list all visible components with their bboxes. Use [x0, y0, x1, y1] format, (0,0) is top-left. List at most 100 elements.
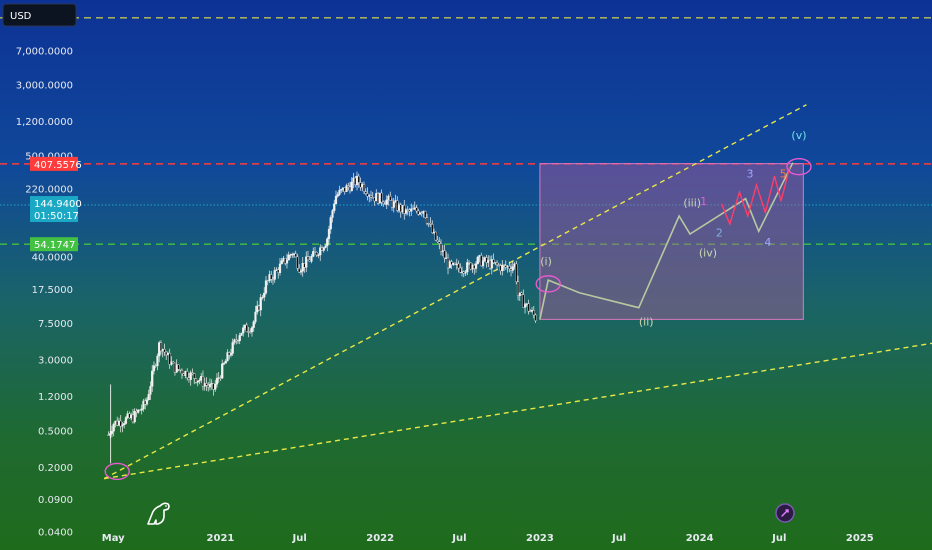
candle-body	[152, 365, 156, 372]
candle-body	[401, 205, 404, 213]
candle-body	[459, 267, 462, 273]
candle-body	[420, 212, 423, 214]
candle-body	[432, 231, 436, 234]
candle-body	[497, 264, 500, 266]
candle-body	[343, 187, 346, 192]
candle-body	[126, 413, 129, 418]
candle-body	[368, 195, 371, 197]
candle-body	[180, 370, 184, 375]
candle-body	[413, 207, 416, 210]
candle-body	[121, 424, 124, 427]
candle-body	[425, 217, 429, 224]
candle-body	[247, 331, 250, 333]
candle-body	[289, 254, 292, 256]
candle-body	[331, 210, 334, 218]
candle-body	[315, 252, 318, 256]
candle-body	[529, 310, 532, 313]
candle-body	[334, 196, 338, 204]
candle-body	[390, 200, 394, 208]
candle-body	[116, 420, 119, 426]
candle-body	[333, 203, 336, 211]
candle-body	[396, 200, 399, 211]
candle-body	[142, 400, 145, 410]
candle-body	[439, 243, 443, 252]
candle-body	[452, 262, 455, 265]
y-tick-label: 7.5000	[38, 319, 73, 330]
highlight-ellipse	[535, 275, 561, 293]
candle-body	[354, 177, 357, 186]
candle-body	[378, 192, 381, 204]
candle-body	[406, 209, 409, 211]
x-tick-label: Jul	[771, 533, 786, 544]
candle-body	[254, 311, 257, 322]
y-tick-label: 3.0000	[38, 355, 73, 366]
candle-body	[369, 195, 373, 198]
support-price-tag: 54.1747	[30, 237, 78, 252]
candle-body	[231, 342, 234, 354]
candle-body	[453, 262, 457, 265]
rocket-icon[interactable]	[775, 503, 795, 523]
y-tick-label: 0.0400	[38, 527, 73, 538]
candle-body	[487, 260, 490, 263]
candle-body	[268, 274, 271, 281]
candle-body	[145, 399, 149, 405]
candle-body	[256, 305, 259, 313]
resistance-price-tag-text: 407.5576	[34, 160, 82, 171]
candle-body	[467, 262, 471, 264]
candle-body	[298, 267, 301, 273]
candle-body	[205, 383, 208, 386]
candle-body	[292, 253, 296, 255]
trend-line-1[interactable]	[103, 104, 807, 480]
candle-body	[245, 324, 248, 332]
highlight-ellipse	[786, 157, 812, 176]
candle-body	[327, 228, 331, 240]
candle-body	[147, 394, 150, 401]
candle-body	[399, 204, 402, 213]
trend-line-2[interactable]	[103, 342, 932, 480]
y-tick-label: 40.0000	[32, 252, 73, 263]
currency-button[interactable]: USD	[2, 3, 77, 27]
candle-body	[296, 256, 299, 269]
candle-body	[488, 260, 492, 269]
candle-body	[257, 305, 261, 311]
candle-body	[138, 409, 142, 411]
x-axis-ticks: May 2021 Jul 2022 Jul 2023 Jul 2024 Jul 2025	[102, 533, 874, 544]
candle-body	[270, 274, 273, 280]
wave-path[interactable]	[539, 162, 794, 320]
candle-body	[264, 280, 268, 294]
candle-body	[303, 263, 306, 268]
candle-body	[492, 259, 495, 264]
candle-body	[277, 269, 280, 273]
x-tick-label: 2024	[686, 533, 714, 544]
candle-body	[474, 263, 478, 269]
y-tick-label: 17.5000	[32, 285, 73, 296]
candle-body	[324, 245, 327, 248]
y-tick-label: 0.5000	[38, 427, 73, 438]
candle-body	[525, 303, 528, 305]
x-tick-label: Jul	[451, 533, 466, 544]
candle-body	[408, 209, 411, 212]
candle-body	[495, 262, 499, 266]
candle-body	[319, 247, 322, 256]
candle-body	[502, 264, 506, 267]
candle-body	[516, 281, 520, 296]
candle-body	[144, 400, 147, 405]
wave-label: (ii)	[639, 316, 654, 329]
trend-lines	[103, 104, 932, 480]
candle-body	[308, 259, 311, 262]
candle-body	[191, 372, 194, 374]
candle-body	[261, 296, 264, 299]
candle-body	[506, 265, 509, 268]
candle-body	[355, 175, 359, 186]
wave-label: (v)	[791, 129, 806, 142]
candle-body	[427, 223, 430, 225]
candle-body	[380, 192, 383, 203]
x-tick-label: 2023	[526, 533, 554, 544]
currency-button-label: USD	[10, 11, 32, 22]
candle-body	[280, 260, 283, 265]
candle-body	[501, 264, 504, 271]
y-tick-label: 3,000.0000	[16, 80, 73, 91]
